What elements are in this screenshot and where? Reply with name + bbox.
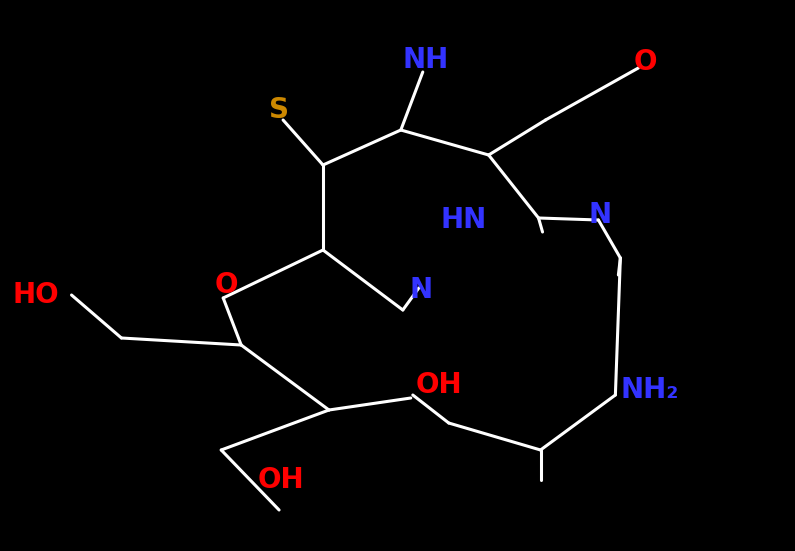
Text: O: O <box>634 48 657 76</box>
Text: NH₂: NH₂ <box>620 376 679 404</box>
Text: HO: HO <box>13 281 60 309</box>
Text: HN: HN <box>440 206 487 234</box>
Text: O: O <box>215 271 238 299</box>
Text: S: S <box>269 96 289 124</box>
Text: N: N <box>409 276 432 304</box>
Text: N: N <box>589 201 612 229</box>
Text: OH: OH <box>258 466 304 494</box>
Text: OH: OH <box>416 371 463 399</box>
Text: NH: NH <box>402 46 449 74</box>
